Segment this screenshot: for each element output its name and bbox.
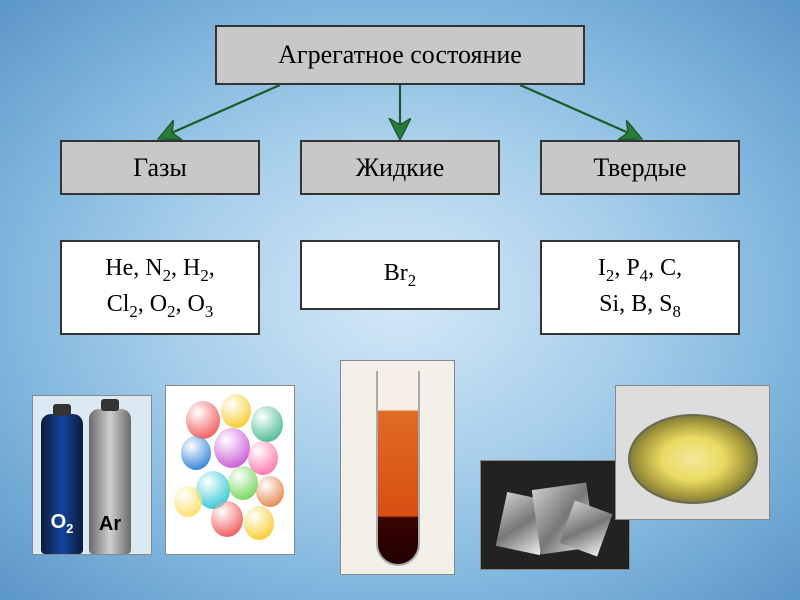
image-sulfur-dish: [615, 385, 770, 520]
category-gases: Газы: [60, 140, 260, 195]
category-liquids: Жидкие: [300, 140, 500, 195]
image-bromine-testtube: [340, 360, 455, 575]
category-solids-label: Твердые: [593, 153, 686, 183]
examples-liquids: Br2: [300, 240, 500, 310]
examples-liquids-text: Br2: [384, 260, 416, 291]
examples-gases-text: He, N2, H2,Cl2, O2, O3: [105, 252, 214, 323]
category-solids: Твердые: [540, 140, 740, 195]
category-gases-label: Газы: [133, 153, 187, 183]
examples-solids-text: I2, P4, C,Si, B, S8: [598, 252, 682, 323]
title-box: Агрегатное состояние: [215, 25, 585, 85]
examples-gases: He, N2, H2,Cl2, O2, O3: [60, 240, 260, 335]
examples-solids: I2, P4, C,Si, B, S8: [540, 240, 740, 335]
image-crystals: [480, 460, 630, 570]
image-balloons: [165, 385, 295, 555]
image-gas-cylinders: O2 Ar: [32, 395, 152, 555]
title-text: Агрегатное состояние: [278, 40, 522, 70]
category-liquids-label: Жидкие: [356, 153, 445, 183]
